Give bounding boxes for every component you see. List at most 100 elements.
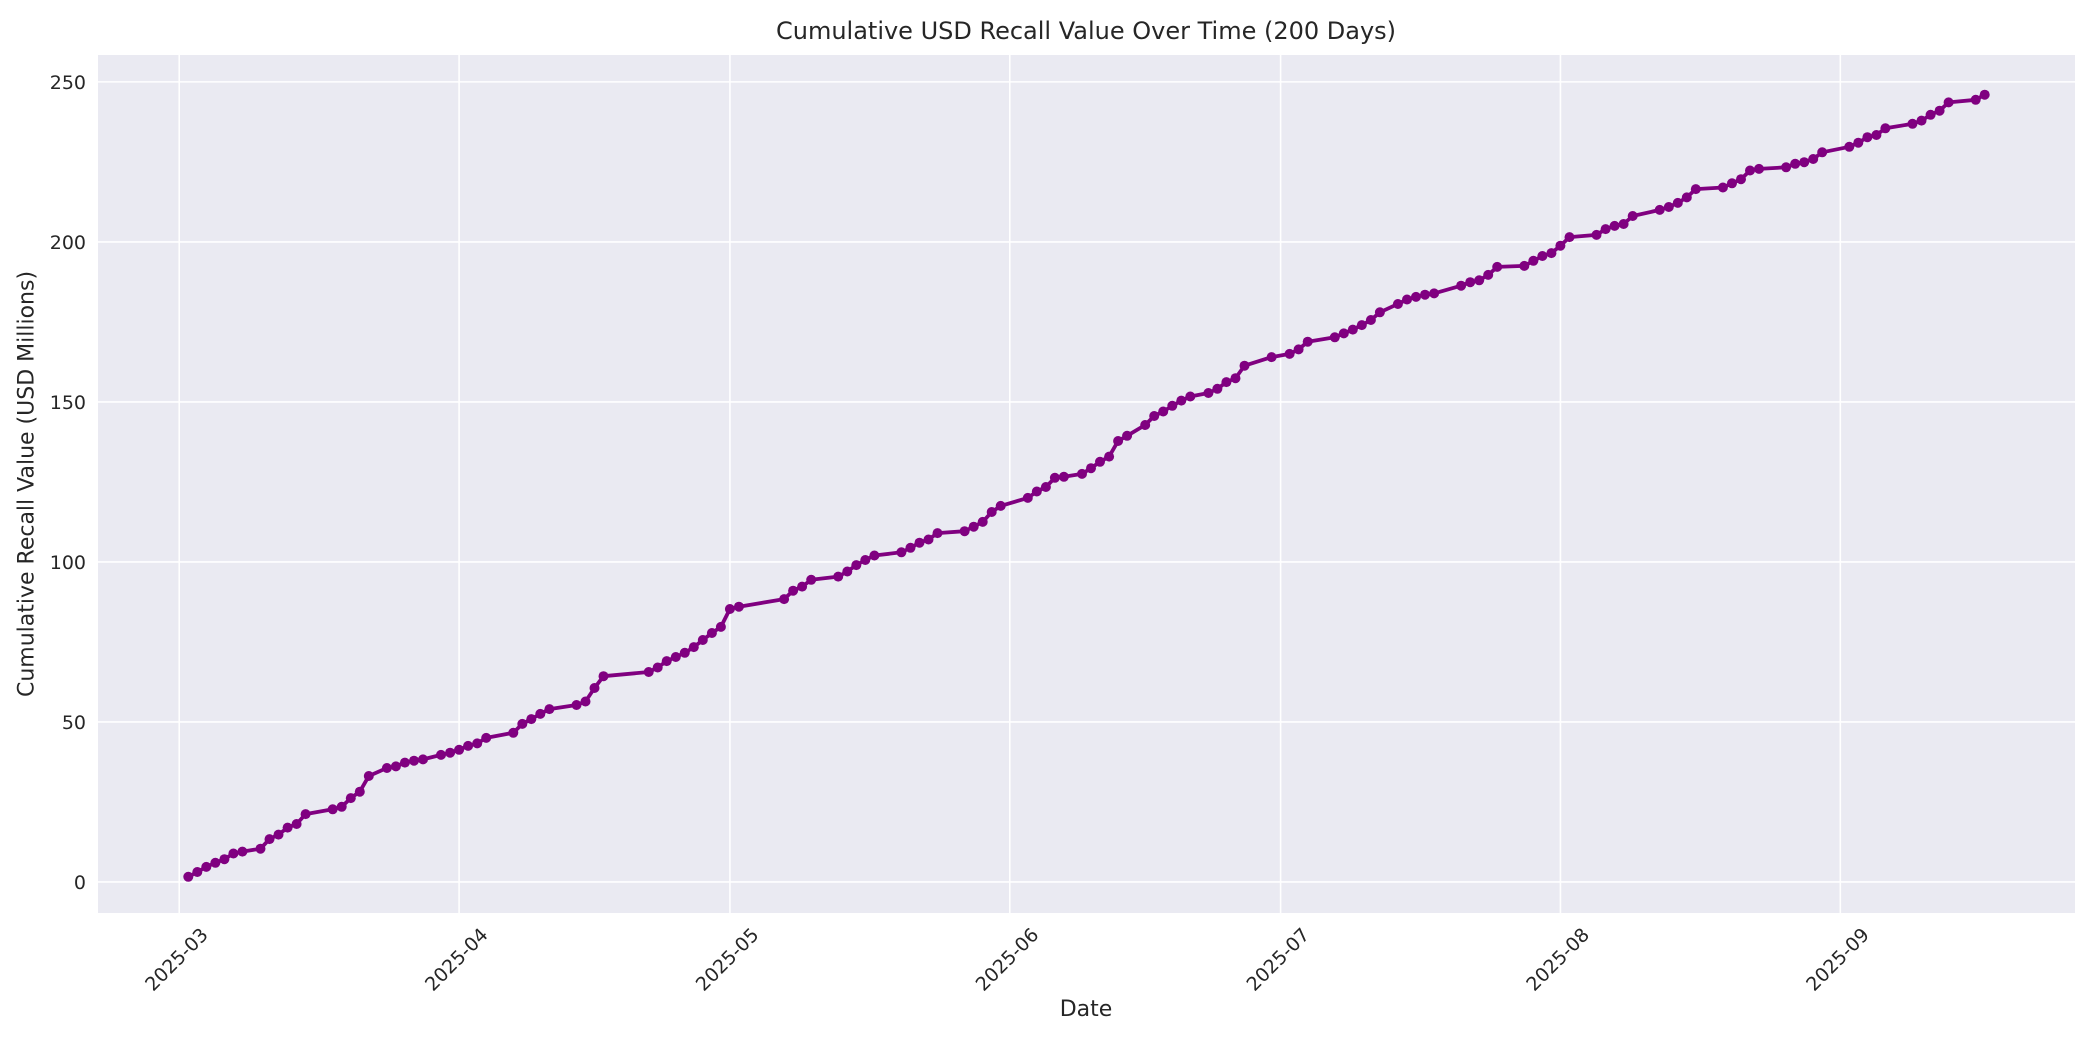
data-point	[905, 542, 916, 553]
data-point	[1203, 388, 1214, 398]
data-point	[445, 747, 456, 758]
data-point	[1374, 307, 1385, 318]
data-point	[282, 822, 293, 833]
data-point	[1970, 94, 1981, 105]
data-point	[1609, 220, 1620, 231]
data-point	[436, 749, 446, 760]
x-tick-label: 2025-06	[972, 924, 1044, 996]
data-point	[986, 507, 997, 517]
data-point	[589, 683, 600, 693]
data-point	[1925, 109, 1936, 120]
data-point	[1329, 332, 1340, 343]
data-point	[1681, 192, 1692, 203]
data-point	[1844, 141, 1855, 152]
data-point	[1564, 232, 1575, 243]
data-point	[1347, 324, 1358, 335]
data-point	[1528, 255, 1539, 266]
data-point	[724, 604, 735, 614]
data-point	[1654, 204, 1665, 215]
data-point	[1221, 377, 1232, 388]
data-point	[381, 763, 392, 773]
data-point	[779, 594, 790, 605]
data-point	[1781, 162, 1792, 173]
data-point	[390, 761, 401, 772]
data-point	[1293, 344, 1304, 355]
data-point	[1095, 456, 1105, 467]
data-point	[851, 560, 862, 571]
data-point	[788, 585, 799, 596]
data-point	[1736, 174, 1746, 185]
data-point	[652, 662, 663, 673]
data-point	[1284, 348, 1295, 359]
data-point	[1979, 89, 1990, 100]
x-tick-label: 2025-09	[1802, 924, 1874, 996]
data-point	[896, 547, 907, 558]
data-point	[1862, 132, 1873, 143]
data-point	[1149, 411, 1160, 421]
data-point	[733, 601, 744, 612]
data-point	[336, 801, 347, 812]
data-point	[670, 652, 681, 662]
data-point	[571, 700, 582, 710]
data-point	[1113, 436, 1124, 446]
data-point	[363, 771, 374, 781]
data-point	[1077, 468, 1087, 479]
data-point	[228, 848, 239, 859]
data-point	[1483, 269, 1494, 280]
data-point	[661, 656, 672, 667]
data-point	[526, 714, 537, 725]
data-point	[1465, 277, 1476, 288]
data-point	[345, 793, 356, 804]
data-point	[183, 871, 194, 882]
data-point	[1158, 406, 1169, 417]
data-point	[1474, 275, 1485, 286]
data-point	[679, 647, 690, 658]
data-point	[806, 574, 817, 585]
data-point	[1176, 395, 1187, 406]
data-point	[1808, 154, 1819, 164]
data-point	[1022, 492, 1033, 503]
data-point	[1555, 240, 1566, 251]
data-point	[715, 621, 726, 632]
data-point	[327, 804, 338, 815]
data-point	[1338, 328, 1349, 339]
data-point	[1492, 261, 1503, 272]
data-point	[688, 642, 699, 653]
data-point	[1049, 472, 1060, 483]
plot-area	[98, 55, 2075, 913]
data-point	[219, 854, 230, 865]
x-axis-title: Date	[1059, 997, 1113, 1022]
data-point	[842, 566, 853, 577]
data-point	[544, 704, 555, 715]
x-tick-label: 2025-08	[1522, 924, 1594, 996]
data-point	[968, 521, 979, 532]
data-point	[255, 843, 266, 854]
data-point	[1104, 451, 1115, 462]
data-point	[1239, 360, 1250, 371]
y-tick-label: 150	[50, 392, 86, 414]
data-point	[1880, 123, 1891, 134]
data-point	[1185, 391, 1196, 402]
data-point	[1853, 137, 1864, 148]
data-point	[1266, 352, 1277, 363]
data-point	[1663, 202, 1674, 212]
x-tick-label: 2025-07	[1242, 924, 1314, 996]
chart-title: Cumulative USD Recall Value Over Time (2…	[775, 17, 1397, 45]
y-tick-label: 50	[62, 712, 86, 734]
data-point	[517, 718, 528, 729]
data-point	[1212, 383, 1223, 394]
data-point	[409, 755, 419, 766]
data-point	[1140, 420, 1151, 430]
data-point	[210, 857, 221, 868]
data-point	[1727, 178, 1737, 189]
data-point	[508, 727, 519, 738]
data-point	[1717, 182, 1728, 193]
data-point	[643, 667, 654, 677]
data-point	[580, 696, 591, 707]
data-point	[914, 537, 925, 548]
data-point	[1122, 430, 1133, 441]
data-point	[1745, 165, 1755, 176]
data-point	[932, 528, 943, 539]
